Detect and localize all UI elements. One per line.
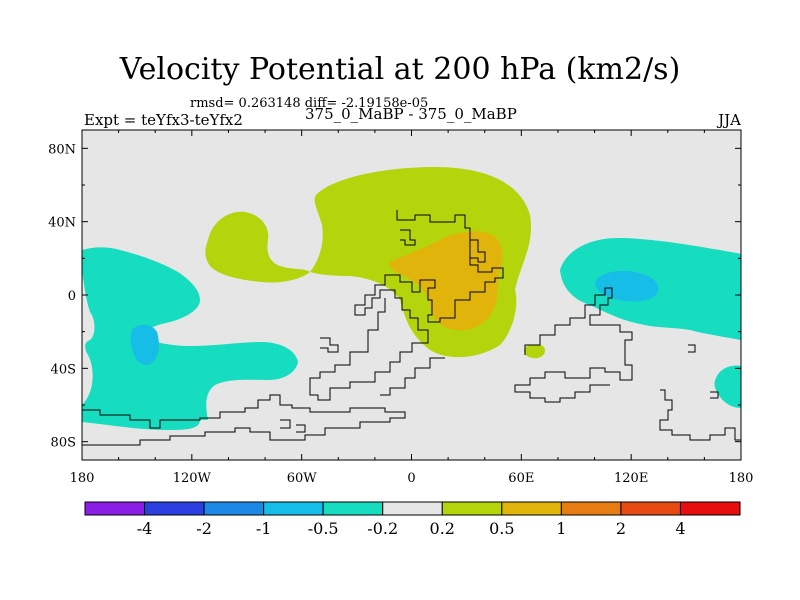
- y-tick-label: 80S: [51, 436, 76, 451]
- colorbar-swatch: [679, 501, 741, 516]
- x-tick-label: 180: [729, 471, 754, 486]
- chart-title: Velocity Potential at 200 hPa (km2/s): [119, 52, 681, 87]
- y-tick-label: 80N: [48, 142, 76, 157]
- coastline-southern-continent: [82, 394, 406, 446]
- colorbar-label: -0.5: [308, 519, 339, 538]
- x-tick-label: 60W: [287, 471, 318, 486]
- coastline-east-islet: [688, 344, 696, 353]
- stats-line: rmsd= 0.263148 diff= -2.19158e-05: [190, 96, 429, 111]
- x-tick-label: 120E: [614, 471, 648, 486]
- region-east-pacific-core-negative: [130, 324, 159, 365]
- colorbar-swatch: [560, 501, 622, 516]
- center-subtitle: 375_0_MaBP - 375_0_MaBP: [305, 105, 517, 123]
- colorbar-swatch: [441, 501, 503, 516]
- colorbar-label: 0.5: [489, 519, 514, 538]
- colorbar-label: 0.2: [430, 519, 455, 538]
- continent-outlines: [82, 210, 741, 446]
- y-tick-label: 0: [68, 289, 76, 304]
- colorbar-swatch: [263, 501, 324, 516]
- right-subtitle: JJA: [718, 111, 741, 129]
- left-subtitle: Expt = teYfx3-teYfx2: [84, 111, 243, 129]
- coastline-eastern-continent: [514, 287, 633, 403]
- coastline-far-east-islet: [710, 391, 719, 399]
- colorbar-swatch: [322, 501, 384, 516]
- region-north-atlantic-positive: [205, 211, 310, 283]
- x-axis: 180 120W 60W 0 60E 120E 180: [70, 130, 754, 486]
- coastline-northeast-lobe: [470, 239, 486, 263]
- x-tick-label: 0: [407, 471, 415, 486]
- coastline-north-continent: [309, 210, 504, 401]
- region-east-pacific-negative: [82, 247, 298, 420]
- region-west-pacific-core-negative: [595, 270, 659, 302]
- coastline-south-pacific-ridge: [380, 357, 445, 396]
- coastline-south-islet-2: [296, 424, 306, 433]
- colorbar: -4 -2 -1 -0.5 -0.2 0.2 0.5 1 2 4: [84, 501, 741, 538]
- colorbar-label: -4: [137, 519, 153, 538]
- colorbar-swatch: [203, 501, 265, 516]
- coastline-southeast-island: [659, 389, 741, 441]
- region-south-atlantic-small-positive: [524, 344, 546, 359]
- y-tick-label: 40S: [51, 362, 76, 377]
- colorbar-swatch: [501, 501, 562, 516]
- colorbar-label: 4: [675, 519, 685, 538]
- colorbar-label: 1: [556, 519, 566, 538]
- colorbar-label: 2: [616, 519, 626, 538]
- colorbar-swatch: [620, 501, 681, 516]
- colorbar-swatch: [144, 501, 205, 516]
- x-tick-label: 60E: [508, 471, 534, 486]
- colorbar-label: -0.2: [367, 519, 398, 538]
- region-southeast-edge-negative: [714, 365, 741, 408]
- coastline-south-islet: [280, 419, 291, 429]
- colorbar-label: -2: [196, 519, 212, 538]
- region-africa-core-positive: [389, 231, 503, 331]
- x-tick-label: 180: [70, 471, 95, 486]
- colorbar-label: -1: [256, 519, 272, 538]
- region-western-edge-negative: [82, 420, 200, 430]
- x-tick-label: 120W: [173, 471, 212, 486]
- colorbar-swatch: [382, 501, 443, 516]
- coastline-north-continent-inner: [400, 229, 416, 246]
- contour-regions: [82, 166, 741, 430]
- coastline-southwest-islet: [320, 337, 339, 353]
- colorbar-swatch: [84, 501, 146, 516]
- y-axis: 80N 40N 0 40S 80S: [48, 142, 741, 451]
- y-tick-label: 40N: [48, 216, 76, 231]
